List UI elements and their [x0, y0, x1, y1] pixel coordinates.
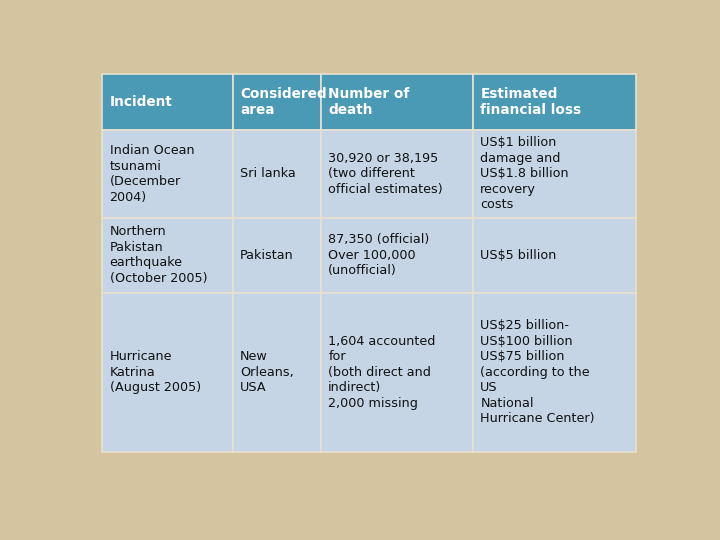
Text: Indian Ocean
tsunami
(December
2004): Indian Ocean tsunami (December 2004)	[109, 144, 194, 204]
Text: Considered
area: Considered area	[240, 86, 327, 117]
FancyBboxPatch shape	[473, 130, 636, 218]
Text: US$1 billion
damage and
US$1.8 billion
recovery
costs: US$1 billion damage and US$1.8 billion r…	[480, 136, 569, 211]
Text: 30,920 or 38,195
(two different
official estimates): 30,920 or 38,195 (two different official…	[328, 152, 443, 196]
FancyBboxPatch shape	[102, 74, 233, 130]
Text: New
Orleans,
USA: New Orleans, USA	[240, 350, 294, 395]
FancyBboxPatch shape	[321, 218, 473, 293]
FancyBboxPatch shape	[473, 218, 636, 293]
Text: Number of
death: Number of death	[328, 86, 410, 117]
FancyBboxPatch shape	[233, 74, 321, 130]
FancyBboxPatch shape	[233, 218, 321, 293]
Text: US$25 billion-
US$100 billion
US$75 billion
(according to the
US
National
Hurric: US$25 billion- US$100 billion US$75 bill…	[480, 320, 595, 426]
FancyBboxPatch shape	[473, 74, 636, 130]
FancyBboxPatch shape	[473, 293, 636, 453]
FancyBboxPatch shape	[233, 130, 321, 218]
FancyBboxPatch shape	[233, 293, 321, 453]
FancyBboxPatch shape	[321, 74, 473, 130]
Text: Northern
Pakistan
earthquake
(October 2005): Northern Pakistan earthquake (October 20…	[109, 225, 207, 285]
FancyBboxPatch shape	[102, 218, 233, 293]
Text: Estimated
financial loss: Estimated financial loss	[480, 86, 582, 117]
Text: Pakistan: Pakistan	[240, 249, 294, 262]
Text: Sri lanka: Sri lanka	[240, 167, 296, 180]
Text: Incident: Incident	[109, 95, 172, 109]
FancyBboxPatch shape	[102, 293, 233, 453]
Text: US$5 billion: US$5 billion	[480, 249, 557, 262]
FancyBboxPatch shape	[321, 130, 473, 218]
Text: Hurricane
Katrina
(August 2005): Hurricane Katrina (August 2005)	[109, 350, 201, 395]
Text: 87,350 (official)
Over 100,000
(unofficial): 87,350 (official) Over 100,000 (unoffici…	[328, 233, 430, 277]
Text: 1,604 accounted
for
(both direct and
indirect)
2,000 missing: 1,604 accounted for (both direct and ind…	[328, 335, 436, 410]
FancyBboxPatch shape	[321, 293, 473, 453]
FancyBboxPatch shape	[102, 130, 233, 218]
